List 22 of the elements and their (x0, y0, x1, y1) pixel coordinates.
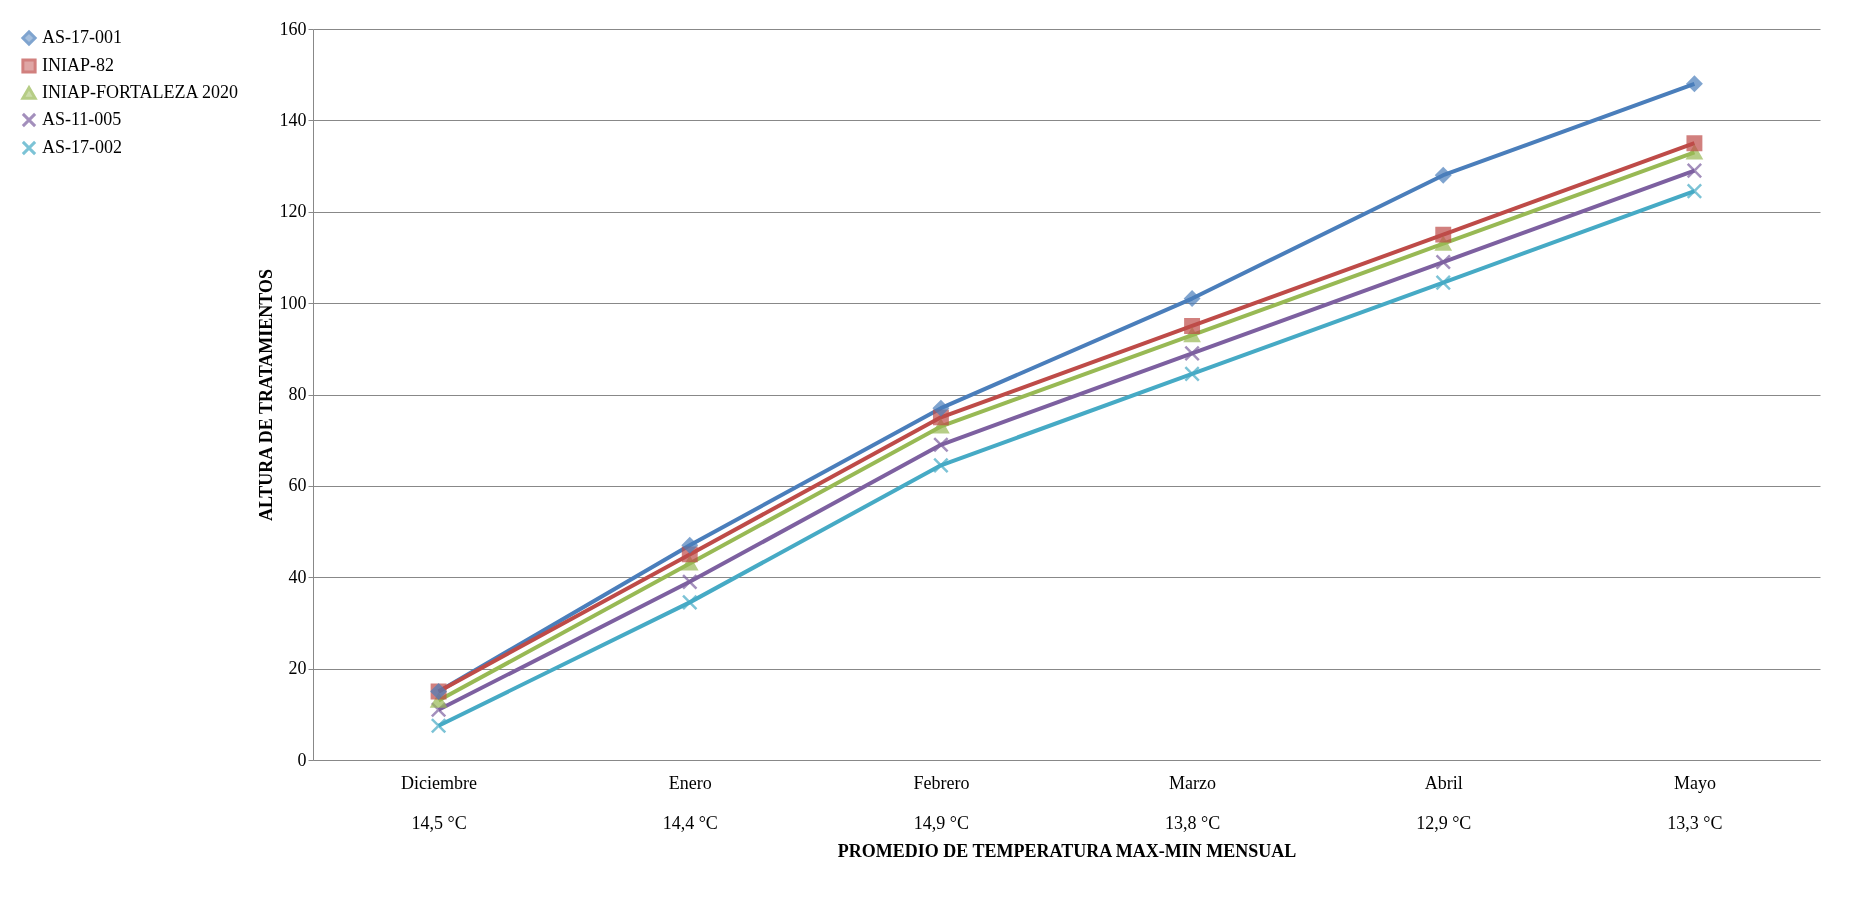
y-tick-label: 0 (297, 749, 307, 770)
legend-label: AS-11-005 (42, 109, 122, 129)
legend-label: INIAP-FORTALEZA 2020 (42, 82, 238, 102)
y-tick-label: 160 (279, 18, 307, 39)
y-tick-label: 80 (288, 384, 307, 404)
y-axis-title: ALTURA DE TRATAMIENTOS (255, 268, 276, 522)
x-tick-label: Mayo 13,3 °C (1667, 772, 1723, 833)
y-tick-label: 100 (279, 292, 307, 313)
y-tick-label: 20 (288, 658, 307, 679)
legend-label: INIAP-82 (42, 55, 114, 75)
y-tick-label: 40 (288, 566, 307, 587)
legend-label: AS-17-002 (42, 137, 122, 157)
y-tick-label: 60 (288, 475, 307, 496)
x-tick-label: Enero 14,4 °C (662, 772, 718, 833)
x-tick-label: Marzo 13,8 °C (1164, 772, 1221, 833)
x-tick-label: Febrero 14,9 °C (913, 772, 970, 833)
y-tick-label: 120 (279, 201, 307, 222)
x-tick-label: Abril 12,9 °C (1416, 772, 1472, 833)
y-tick-label: 140 (279, 109, 307, 130)
legend-label: AS-17-001 (42, 27, 122, 47)
x-axis-title: PROMEDIO DE TEMPERATURA MAX-MIN MENSUAL (837, 840, 1297, 861)
x-tick-label: Diciembre 14,5 °C (401, 772, 478, 833)
